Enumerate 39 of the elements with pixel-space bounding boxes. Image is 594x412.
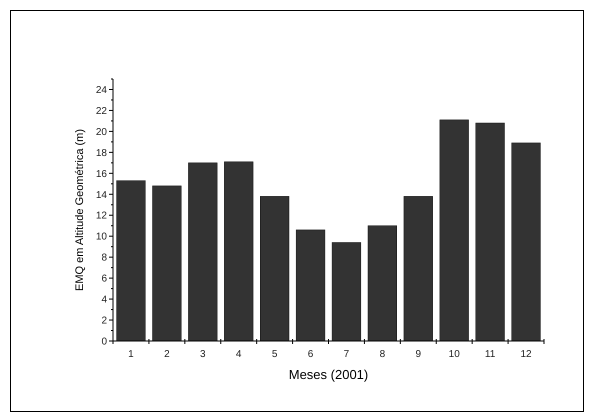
y-axis-title: EMQ em Altitude Geométrica (m) [74,129,86,291]
y-tick-label: 18 [96,148,108,159]
x-tick-label: 10 [448,349,460,360]
bar [368,225,397,342]
x-tick-label: 8 [380,349,386,360]
bar [152,186,182,342]
y-tick-label: 14 [96,190,108,201]
y-tick-label: 24 [96,84,108,96]
bar [440,120,469,342]
bar [404,196,433,342]
bar [188,162,218,342]
x-tick-label: 3 [200,349,206,360]
x-axis-title: Meses (2001) [288,367,368,382]
x-tick-label: 5 [272,349,278,360]
bar [260,196,290,342]
y-tick-label: 10 [96,232,108,243]
y-tick-label: 4 [101,294,108,306]
bar [116,180,146,342]
y-tick-label: 22 [96,106,108,117]
y-tick-label: 0 [101,336,108,348]
bar [332,242,362,342]
bar [476,122,505,342]
y-tick-label: 16 [96,168,108,180]
x-tick-label: 4 [236,349,242,360]
x-tick-label: 12 [520,349,532,360]
bar [224,162,254,342]
y-tick-label: 8 [101,252,108,264]
x-tick-label: 9 [416,349,422,360]
x-tick-label: 2 [164,349,170,360]
bar [511,142,541,342]
x-tick-label: 6 [308,349,314,360]
y-tick-label: 2 [101,316,108,327]
bar [296,230,326,342]
x-tick-label: 1 [128,349,134,360]
y-tick-label: 6 [101,274,108,285]
y-tick-label: 20 [96,126,108,138]
x-tick-label: 7 [344,349,350,360]
x-tick-label: 11 [484,349,496,360]
y-tick-label: 12 [96,210,108,222]
